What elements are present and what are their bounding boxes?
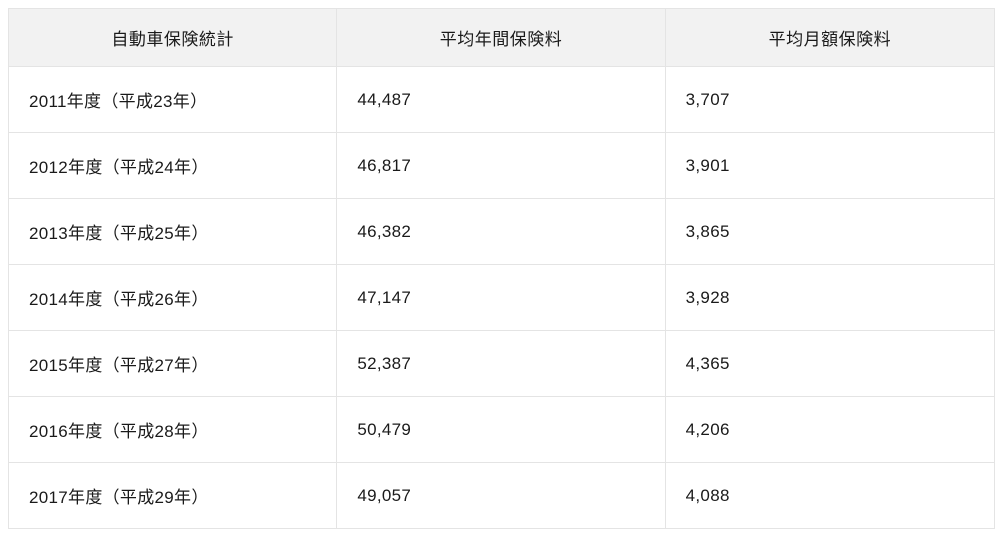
table-header-cell: 自動車保険統計	[9, 9, 337, 67]
table-header-cell: 平均年間保険料	[337, 9, 665, 67]
table-cell-monthly: 4,088	[665, 463, 994, 529]
table-cell-annual: 46,382	[337, 199, 665, 265]
table-header-cell: 平均月額保険料	[665, 9, 994, 67]
table-cell-monthly: 4,206	[665, 397, 994, 463]
table-cell-annual: 44,487	[337, 67, 665, 133]
insurance-stats-table: 自動車保険統計 平均年間保険料 平均月額保険料 2011年度（平成23年） 44…	[8, 8, 995, 529]
table-row: 2016年度（平成28年） 50,479 4,206	[9, 397, 995, 463]
table-row: 2013年度（平成25年） 46,382 3,865	[9, 199, 995, 265]
table-cell-annual: 52,387	[337, 331, 665, 397]
table-cell-year: 2015年度（平成27年）	[9, 331, 337, 397]
table-body: 2011年度（平成23年） 44,487 3,707 2012年度（平成24年）…	[9, 67, 995, 529]
table-cell-monthly: 3,901	[665, 133, 994, 199]
table-cell-year: 2013年度（平成25年）	[9, 199, 337, 265]
table-cell-annual: 46,817	[337, 133, 665, 199]
table-cell-year: 2017年度（平成29年）	[9, 463, 337, 529]
table-cell-annual: 50,479	[337, 397, 665, 463]
table-row: 2011年度（平成23年） 44,487 3,707	[9, 67, 995, 133]
table-cell-year: 2014年度（平成26年）	[9, 265, 337, 331]
table-cell-annual: 47,147	[337, 265, 665, 331]
table-cell-annual: 49,057	[337, 463, 665, 529]
table-cell-year: 2012年度（平成24年）	[9, 133, 337, 199]
table-cell-monthly: 3,707	[665, 67, 994, 133]
table-row: 2012年度（平成24年） 46,817 3,901	[9, 133, 995, 199]
table-cell-monthly: 4,365	[665, 331, 994, 397]
table-cell-monthly: 3,865	[665, 199, 994, 265]
table-row: 2014年度（平成26年） 47,147 3,928	[9, 265, 995, 331]
table-row: 2017年度（平成29年） 49,057 4,088	[9, 463, 995, 529]
table-header-row: 自動車保険統計 平均年間保険料 平均月額保険料	[9, 9, 995, 67]
table-cell-year: 2016年度（平成28年）	[9, 397, 337, 463]
table-cell-year: 2011年度（平成23年）	[9, 67, 337, 133]
table-row: 2015年度（平成27年） 52,387 4,365	[9, 331, 995, 397]
table-cell-monthly: 3,928	[665, 265, 994, 331]
